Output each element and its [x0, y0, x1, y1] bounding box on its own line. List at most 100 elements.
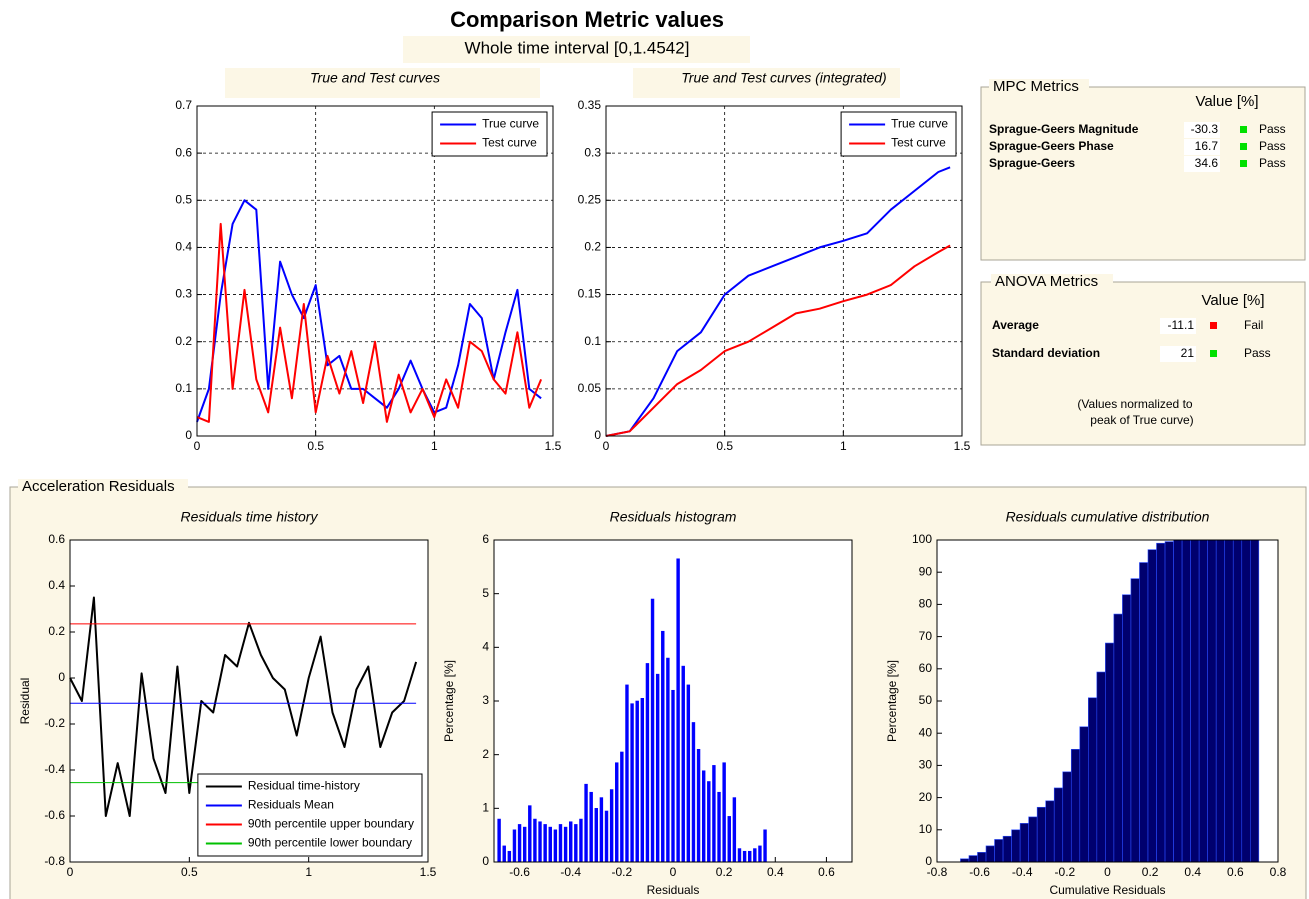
bar	[625, 684, 629, 863]
metric-status: Pass	[1259, 156, 1286, 170]
value-box	[1160, 318, 1196, 334]
bar	[543, 824, 547, 863]
bar	[701, 770, 706, 863]
x-tick-label: 0.2	[1142, 865, 1159, 879]
bar	[977, 852, 987, 863]
column-header: Value [%]	[1201, 292, 1264, 309]
legend: True curve Test curve	[840, 111, 957, 157]
series-line	[605, 166, 951, 437]
anova-panel	[980, 281, 1306, 446]
status-indicator	[1210, 350, 1217, 357]
bar	[497, 818, 501, 863]
bar	[569, 821, 573, 863]
bar	[1002, 835, 1012, 863]
plot-frame	[493, 539, 853, 863]
legend-label: Residual time-history	[248, 779, 360, 793]
y-tick-label: 3	[482, 693, 489, 707]
bar	[985, 845, 995, 863]
bar	[584, 783, 588, 863]
bar	[1147, 549, 1157, 863]
y-axis-label: Percentage [%]	[442, 660, 456, 742]
legend-box	[431, 111, 548, 157]
y-tick-label: 0.6	[48, 532, 65, 546]
bar	[1113, 613, 1123, 863]
bar	[707, 781, 711, 863]
series-line	[196, 222, 543, 423]
bar	[727, 816, 731, 863]
bar	[742, 850, 747, 863]
x-tick-label: 0	[670, 865, 677, 879]
bar	[696, 748, 701, 863]
bar	[1019, 823, 1029, 863]
metric-status: Fail	[1244, 318, 1263, 332]
x-tick-label: -0.6	[509, 865, 530, 879]
x-tick-label: -0.6	[969, 865, 990, 879]
x-tick-label: 1	[840, 439, 847, 453]
bar	[1198, 539, 1208, 863]
x-tick-label: 0	[67, 865, 74, 879]
title-band	[225, 68, 540, 98]
bar	[1070, 748, 1081, 863]
bar	[512, 829, 517, 863]
y-tick-label: 0.3	[175, 287, 192, 301]
bar	[1122, 594, 1132, 863]
y-tick-label: 1	[482, 801, 489, 815]
chart-title: True and Test curves (integrated)	[681, 70, 886, 86]
x-tick-label: -0.4	[560, 865, 581, 879]
y-tick-label: 0.15	[578, 287, 602, 301]
y-tick-label: -0.4	[44, 762, 65, 776]
x-tick-label: 1	[305, 865, 312, 879]
x-tick-label: 0.5	[307, 439, 324, 453]
metric-value: -11.1	[1168, 318, 1195, 332]
bar	[558, 824, 563, 863]
bar	[691, 722, 696, 863]
x-tick-label: 0.6	[1227, 865, 1244, 879]
bar	[1156, 542, 1166, 863]
bar	[507, 850, 512, 863]
x-tick-label: -0.2	[1055, 865, 1076, 879]
bar	[553, 829, 558, 863]
x-tick-label: 0.5	[716, 439, 733, 453]
bar	[1062, 771, 1072, 863]
bar	[574, 824, 578, 863]
bar	[1232, 539, 1243, 863]
plot-frame	[69, 539, 429, 863]
value-box	[1184, 156, 1220, 172]
bar	[533, 818, 537, 863]
bar	[630, 703, 634, 863]
y-tick-label: 2	[482, 747, 489, 761]
column-header: Value [%]	[1195, 93, 1258, 110]
bar	[502, 845, 506, 863]
y-axis-label: Percentage [%]	[885, 660, 899, 742]
y-tick-label: 0	[185, 428, 192, 442]
bar	[1045, 800, 1055, 863]
legend-box	[197, 773, 423, 857]
legend-label: 90th percentile lower boundary	[248, 836, 412, 850]
bar	[1224, 539, 1234, 863]
metric-name: Sprague-Geers Phase	[989, 139, 1114, 153]
bar	[1130, 578, 1140, 863]
x-tick-label: -0.4	[1012, 865, 1033, 879]
bar	[528, 805, 532, 863]
bar	[686, 684, 691, 863]
value-box	[1184, 139, 1220, 155]
y-tick-label: 80	[919, 597, 933, 611]
y-tick-label: 0.2	[584, 240, 601, 254]
bar	[640, 698, 645, 863]
y-tick-label: 30	[919, 758, 933, 772]
bar	[1053, 787, 1064, 863]
panel-legend-bg	[991, 274, 1113, 290]
bar	[1215, 539, 1226, 863]
bar	[1241, 539, 1251, 863]
x-tick-label: -0.2	[612, 865, 633, 879]
bar	[968, 855, 978, 863]
note: peak of True curve)	[1090, 413, 1193, 427]
plot-frame	[196, 105, 554, 437]
x-tick-label: 1.5	[545, 439, 562, 453]
bar	[635, 700, 639, 863]
note: (Values normalized to	[1077, 397, 1192, 411]
bar	[732, 797, 737, 863]
x-tick-label: 0.4	[767, 865, 784, 879]
mpc-panel	[980, 86, 1306, 261]
